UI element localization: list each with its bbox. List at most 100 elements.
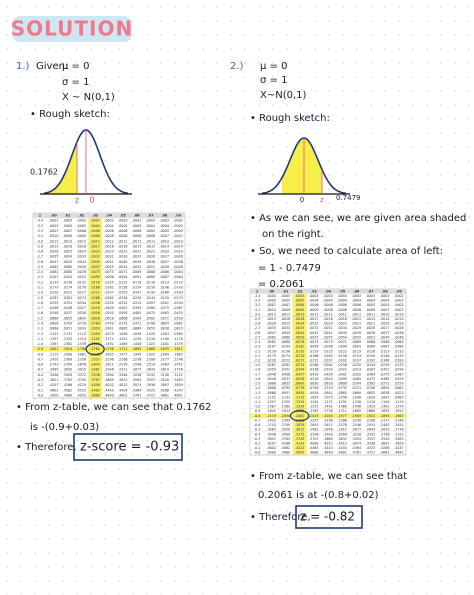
table-cell: .1562 <box>281 405 290 409</box>
table-cell: .0618 <box>104 316 113 320</box>
table-cell: .3859 <box>173 383 182 387</box>
table-cell: .1190 <box>160 337 169 341</box>
table-cell: .1922 <box>366 414 375 418</box>
z-table: z .00 .01 .02 .03 .04 .05 .06 .07 .08 .09 -3.4 .0003… <box>249 288 407 456</box>
table-cell: .0968 <box>49 327 58 331</box>
table-cell: .2206 <box>366 418 375 422</box>
table-cell: .0047 <box>49 260 58 264</box>
table-cell: .3483 <box>394 437 403 441</box>
table-cell: .0049 <box>160 265 169 269</box>
table-cell: .1357 <box>267 400 276 404</box>
table-cell: .0985 <box>394 395 403 399</box>
table-cell: .0003 <box>173 224 182 228</box>
table-cell: .4168 <box>281 441 290 445</box>
table-cell: .0004 <box>380 299 389 303</box>
table-cell: .0526 <box>77 311 86 315</box>
table-cell: .0548 <box>267 377 276 381</box>
table-cell: .0217 <box>295 358 304 362</box>
table-cell: .0233 <box>173 296 182 300</box>
table-cell: .1093 <box>90 332 99 336</box>
table-cell: .1292 <box>309 400 318 404</box>
table-cell: .1038 <box>132 332 141 336</box>
table-header: z <box>39 214 41 218</box>
table-cell: .0392 <box>352 372 361 376</box>
table-cell: .0096 <box>104 275 113 279</box>
given-label: Given: <box>36 61 68 72</box>
table-cell: .1539 <box>295 405 304 409</box>
step: 0.2061 is at -(0.8+0.02) <box>258 490 379 501</box>
table-cell: .3228 <box>132 373 141 377</box>
table-cell: .1841 <box>267 409 276 413</box>
table-cell: -1.8 <box>37 301 43 305</box>
table-cell: .0006 <box>337 303 346 307</box>
table-cell: .1151 <box>267 395 276 399</box>
col-highlight <box>88 213 103 398</box>
table-cell: .0026 <box>394 326 403 330</box>
sketch-label: • Rough sketch: <box>30 109 110 120</box>
table-cell: .0853 <box>146 327 155 331</box>
table-cell: .3745 <box>295 437 304 441</box>
table-cell: .0336 <box>309 368 318 372</box>
table-cell: .1379 <box>394 405 403 409</box>
table-header: .00 <box>268 289 275 293</box>
table-cell: -1.5 <box>37 316 43 320</box>
table-cell: .0268 <box>90 296 99 300</box>
col-highlight <box>292 289 307 455</box>
table-cell: .0885 <box>337 391 346 395</box>
table-cell: .2296 <box>323 418 332 422</box>
table-cell: .0122 <box>337 349 346 353</box>
table-cell: .0015 <box>352 317 361 321</box>
table-cell: .0039 <box>352 331 361 335</box>
table-cell: .0116 <box>146 280 155 284</box>
table-cell: .0154 <box>352 354 361 358</box>
table-cell: .0080 <box>63 270 72 274</box>
table-cell: .1660 <box>366 409 375 413</box>
table-cell: .0006 <box>352 303 361 307</box>
table-cell: .0032 <box>90 255 99 259</box>
table-cell: .3372 <box>77 373 86 377</box>
table-cell: .0035 <box>267 326 276 330</box>
table-cell: .0418 <box>90 306 99 310</box>
table-cell: .0002 <box>173 219 182 223</box>
table-cell: .0011 <box>352 312 361 316</box>
table-cell: .0008 <box>132 234 141 238</box>
table-cell: .1210 <box>366 400 375 404</box>
table-cell: .2061 <box>77 352 86 356</box>
table-cell: .0207 <box>323 358 332 362</box>
table-cell: .0869 <box>352 391 361 395</box>
table-cell: .3050 <box>63 368 72 372</box>
table-cell: .4364 <box>352 446 361 450</box>
table-cell: .3821 <box>267 437 276 441</box>
table-cell: .0034 <box>281 326 290 330</box>
table-cell: .0823 <box>173 327 182 331</box>
mu: μ = 0 <box>260 61 287 72</box>
table-cell: .0401 <box>118 306 127 310</box>
table-cell: .0537 <box>281 377 290 381</box>
table-cell: .0010 <box>394 312 403 316</box>
table-cell: .0268 <box>309 363 318 367</box>
table-cell: .0985 <box>173 332 182 336</box>
table-cell: -2.1 <box>254 354 260 358</box>
table-cell: .0004 <box>132 224 141 228</box>
table-cell: .0968 <box>267 391 276 395</box>
table-cell: .0009 <box>309 308 318 312</box>
table-cell: -3.0 <box>254 312 260 316</box>
table-cell: .0091 <box>132 275 141 279</box>
table-cell: -1.6 <box>254 377 260 381</box>
table-cell: .0322 <box>337 368 346 372</box>
table-cell: -0.2 <box>254 441 260 445</box>
table-cell: .0011 <box>337 312 346 316</box>
table-cell: .2843 <box>366 428 375 432</box>
table-cell: .0250 <box>352 363 361 367</box>
table-cell: -0.7 <box>37 357 43 361</box>
table-cell: .0019 <box>173 250 182 254</box>
table-cell: .0082 <box>49 270 58 274</box>
table-cell: .0885 <box>118 327 127 331</box>
table-cell: .0344 <box>77 301 86 305</box>
table-cell: .1251 <box>337 400 346 404</box>
table-cell: .1736 <box>323 409 332 413</box>
table-cell: .0838 <box>160 327 169 331</box>
table-cell: .0606 <box>118 316 127 320</box>
table-cell: .0110 <box>394 349 403 353</box>
table-cell: .2005 <box>104 352 113 356</box>
